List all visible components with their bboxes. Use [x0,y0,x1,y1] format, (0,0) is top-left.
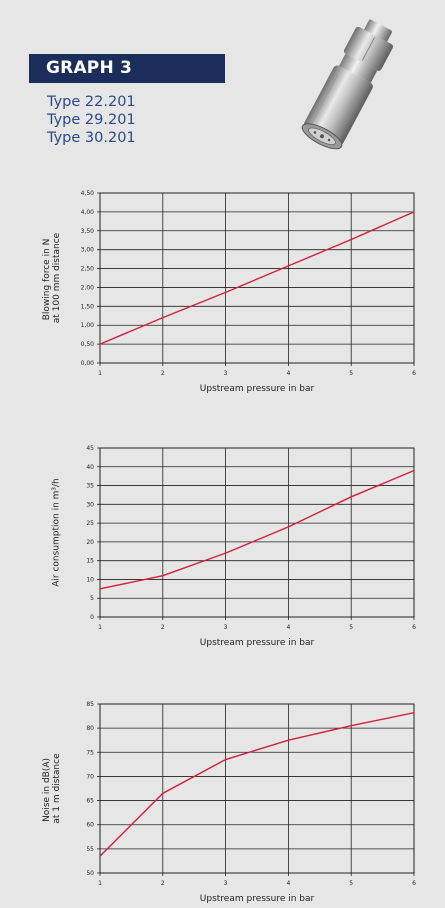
y-tick-label: 0,50 [81,341,95,348]
x-tick-label: 4 [286,880,290,887]
y-tick-label: 2,00 [81,284,95,291]
chart3-ylabel-line2: at 1 m distance [52,753,62,824]
graph-title-band: GRAPH 3 [29,54,225,83]
plot-area [99,703,415,874]
type-list: Type 22.201 Type 29.201 Type 30.201 [47,93,136,147]
y-tick-label: 40 [86,464,94,471]
chart3-ylabel-line1: Noise in dB(A) [42,758,52,822]
y-tick-label: 3,50 [81,228,95,235]
y-tick-label: 10 [86,576,94,583]
y-tick-label: 3,00 [81,247,95,254]
y-tick-label: 0,00 [81,360,95,367]
x-tick-label: 5 [349,370,353,377]
series-line [99,469,415,590]
x-tick-label: 5 [349,624,353,631]
x-tick-label: 5 [349,880,353,887]
type-item-2: Type 29.201 [47,112,136,128]
y-tick-label: 1,50 [81,303,95,310]
nozzle-image [301,19,394,150]
y-tick-label: 1,00 [81,322,95,329]
x-tick-label: 4 [286,624,290,631]
x-tick-label: 3 [224,370,228,377]
x-tick-label: 6 [412,624,416,631]
y-tick-label: 2,50 [81,266,95,273]
chart1-xlabel: Upstream pressure in bar [200,384,315,394]
y-tick-label: 50 [86,870,94,877]
y-tick-label: 5 [90,595,94,602]
plot-area [99,447,415,618]
chart1-ylabel-line2: at 100 mm distance [52,232,62,323]
chart2-xlabel: Upstream pressure in bar [200,638,315,648]
x-tick-label: 1 [98,370,102,377]
y-tick-label: 55 [86,846,94,853]
x-tick-label: 2 [161,880,165,887]
x-tick-label: 6 [412,880,416,887]
chart2-ylabel: Air consumption in m³/h [52,478,62,587]
x-tick-label: 4 [286,370,290,377]
y-tick-label: 25 [86,520,94,527]
series-line [99,712,415,857]
chart1-ylabel-line1: Blowing force in N [42,239,52,321]
y-tick-label: 0 [90,614,94,621]
graph-title: GRAPH 3 [46,58,133,78]
plot-area [99,192,415,364]
y-tick-label: 20 [86,539,94,546]
x-tick-label: 3 [224,880,228,887]
chart1-ylabel: Blowing force in N at 100 mm distance [42,232,62,323]
y-tick-label: 30 [86,501,94,508]
y-tick-label: 80 [86,725,94,732]
x-tick-label: 3 [224,624,228,631]
x-tick-label: 2 [161,624,165,631]
y-tick-label: 65 [86,798,94,805]
y-tick-label: 35 [86,483,94,490]
y-tick-label: 75 [86,749,94,756]
type-item-3: Type 30.201 [47,130,136,146]
chart3-xlabel: Upstream pressure in bar [200,894,315,904]
y-tick-label: 4,50 [81,190,95,197]
y-tick-label: 4,00 [81,209,95,216]
x-tick-label: 6 [412,370,416,377]
type-item-1: Type 22.201 [47,94,136,110]
chart2-ylabel-line1: Air consumption in m³/h [52,478,62,587]
y-tick-label: 60 [86,822,94,829]
chart3-ylabel: Noise in dB(A) at 1 m distance [42,753,62,824]
series-line [99,211,415,345]
y-tick-label: 70 [86,773,94,780]
x-tick-label: 1 [98,624,102,631]
x-tick-label: 2 [161,370,165,377]
y-tick-label: 85 [86,701,94,708]
y-tick-label: 45 [86,445,94,452]
x-tick-label: 1 [98,880,102,887]
y-tick-label: 15 [86,558,94,565]
